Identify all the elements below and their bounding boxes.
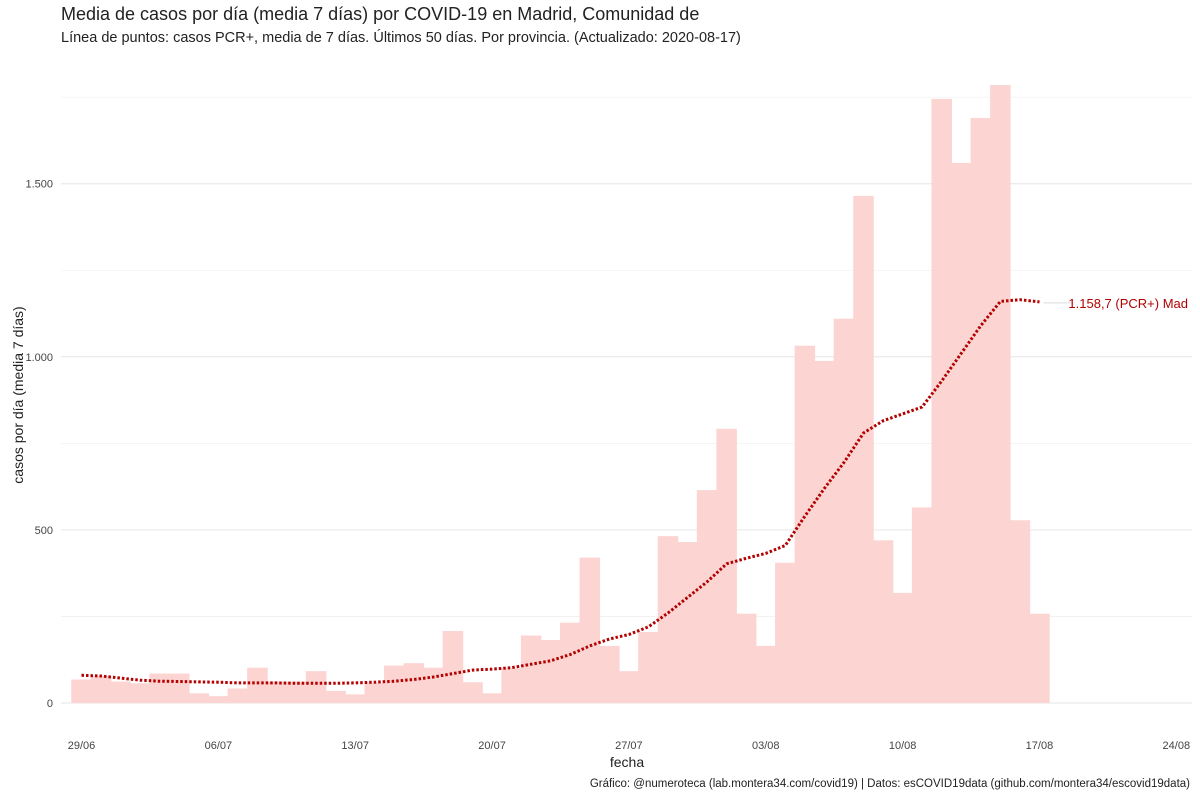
bar (403, 663, 425, 703)
chart-title: Media de casos por día (media 7 días) po… (61, 4, 700, 24)
bar (657, 536, 679, 703)
y-tick-label: 500 (35, 525, 53, 537)
y-tick-label: 1.500 (25, 179, 53, 191)
bar (892, 592, 913, 703)
bar (442, 630, 464, 703)
bar (168, 673, 190, 703)
x-tick-label: 20/07 (478, 740, 506, 752)
x-tick-label: 24/08 (1163, 740, 1191, 752)
bar (286, 681, 307, 703)
bar (481, 693, 503, 703)
bar (266, 681, 288, 703)
bar (970, 117, 992, 703)
bar (129, 683, 151, 703)
bar (833, 318, 855, 703)
bar (188, 693, 210, 703)
bar (638, 632, 659, 703)
bar (71, 679, 92, 703)
x-axis-label: fecha (609, 754, 645, 770)
bar (1009, 520, 1031, 703)
bar (90, 675, 112, 703)
bar (501, 668, 522, 703)
chart-caption: Gráfico: @numeroteca (lab.montera34.com/… (589, 778, 1190, 790)
bar (794, 345, 816, 703)
bar (540, 639, 561, 703)
bar (305, 671, 327, 703)
series-end-label: 1.158,7 (PCR+) Mad (1068, 296, 1188, 311)
y-tick-label: 1.000 (25, 352, 53, 364)
bar (579, 557, 601, 703)
bar (344, 694, 366, 703)
bar (814, 360, 835, 703)
bar (462, 682, 483, 703)
bar (931, 98, 952, 704)
bar (696, 490, 718, 703)
bar (618, 671, 640, 703)
bar (872, 540, 894, 703)
bar (364, 682, 386, 703)
x-tick-label: 17/08 (1026, 740, 1054, 752)
bar (599, 645, 620, 703)
bar (247, 667, 268, 703)
x-tick-label: 03/08 (752, 740, 780, 752)
y-tick-label: 0 (47, 698, 53, 710)
chart-subtitle: Línea de puntos: casos PCR+, media de 7 … (61, 30, 741, 46)
bar (950, 162, 972, 704)
bar (990, 85, 1011, 703)
bar (735, 613, 757, 703)
bar (208, 696, 229, 703)
bar (520, 635, 542, 703)
x-tick-label: 10/08 (889, 740, 917, 752)
bar (423, 667, 444, 703)
x-tick-label: 06/07 (205, 740, 233, 752)
bar (755, 645, 777, 703)
bar (716, 428, 737, 703)
bar (775, 562, 796, 703)
bar (149, 673, 170, 703)
bar (677, 542, 698, 703)
bar (325, 690, 346, 703)
bar (559, 622, 581, 703)
x-tick-label: 29/06 (68, 740, 96, 752)
x-tick-label: 27/07 (615, 740, 643, 752)
bar (110, 681, 131, 703)
trend-line-pcr (81, 298, 1040, 685)
bar (384, 665, 405, 703)
x-tick-label: 13/07 (341, 740, 369, 752)
bar (1029, 613, 1050, 703)
bar (853, 195, 874, 703)
bar (227, 688, 249, 703)
bar (911, 507, 933, 703)
